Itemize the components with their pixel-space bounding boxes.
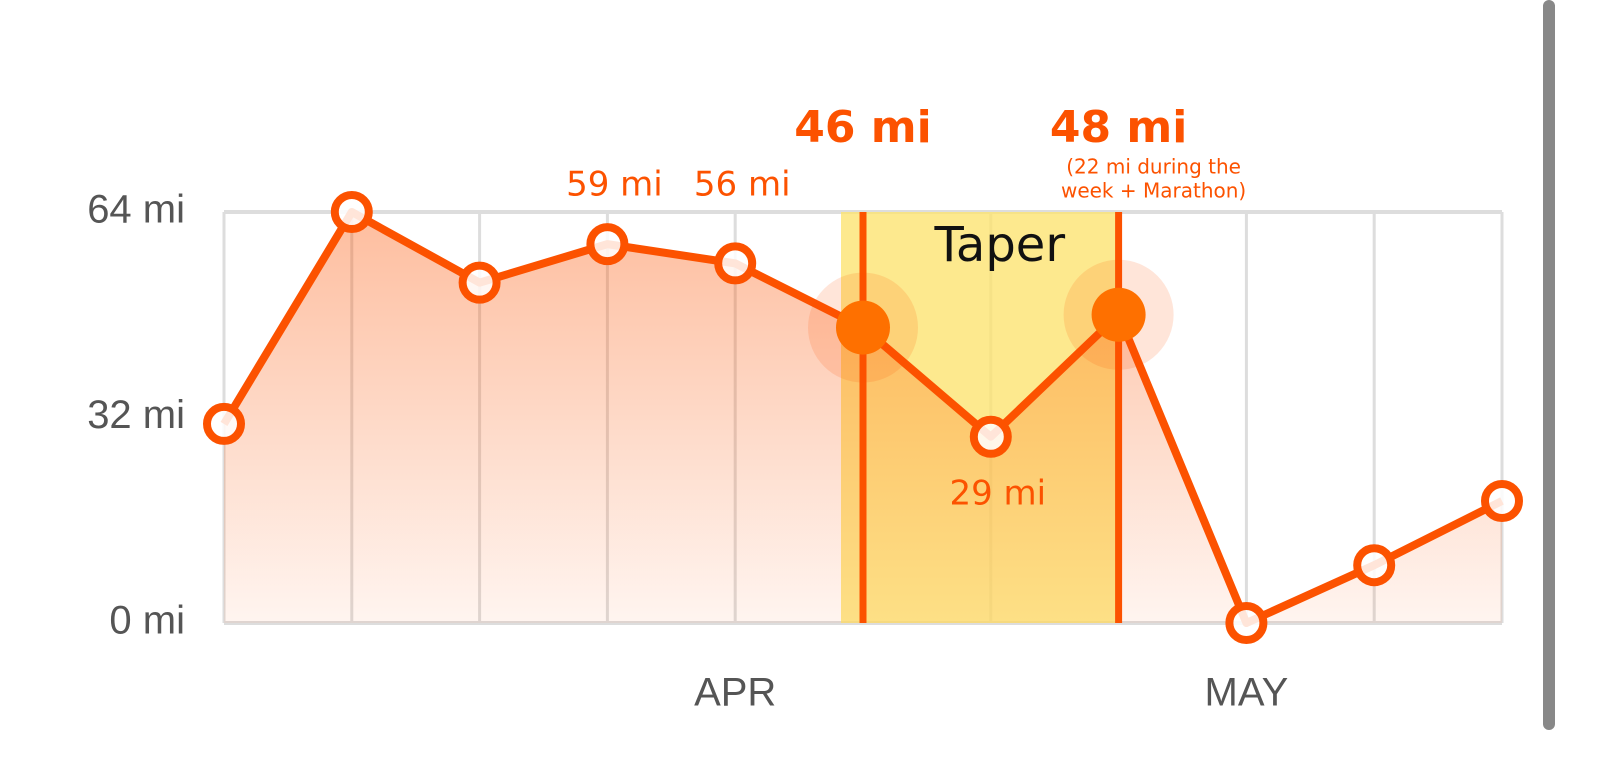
value-label: 59 mi [566, 165, 663, 205]
annotation: (22 mi during the [1066, 155, 1241, 179]
y-tick-label: 64 mi [87, 188, 185, 232]
highlight-marker [836, 300, 890, 355]
value-label: 46 mi [794, 102, 931, 153]
marker [1481, 479, 1523, 522]
value-label: 48 mi [1050, 102, 1187, 153]
marker [1225, 602, 1268, 644]
y-tick-label: 0 mi [109, 599, 185, 643]
scrollbar[interactable] [1543, 0, 1555, 730]
marker [714, 242, 757, 285]
x-tick-label: APR [694, 671, 776, 715]
marker [969, 415, 1012, 458]
marker [1353, 544, 1396, 587]
value-label: 56 mi [694, 165, 791, 205]
annotation: week + Marathon) [1061, 179, 1246, 203]
taper-label: Taper [934, 217, 1066, 273]
marker [330, 191, 373, 233]
marker [586, 223, 629, 266]
marker [458, 261, 501, 304]
value-label: 29 mi [949, 473, 1046, 513]
y-tick-label: 32 mi [87, 393, 185, 437]
marker [203, 402, 245, 445]
highlight-marker [1091, 287, 1146, 342]
x-tick-label: MAY [1205, 671, 1289, 715]
